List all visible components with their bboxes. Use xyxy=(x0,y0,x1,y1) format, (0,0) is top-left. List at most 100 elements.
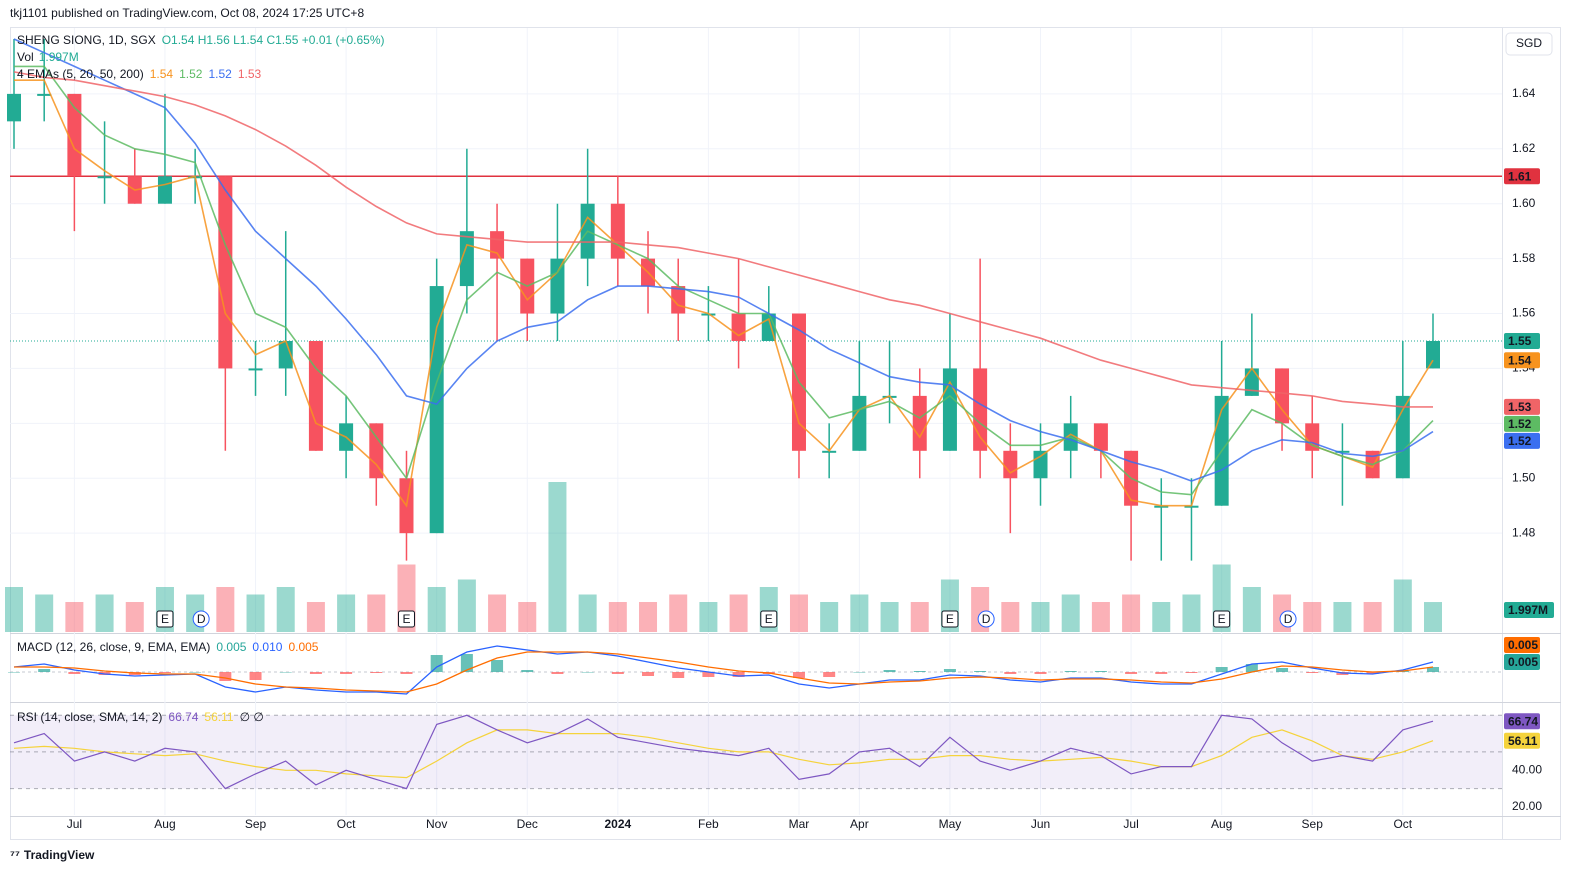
macd-histogram-bar xyxy=(460,654,473,672)
volume-bar xyxy=(427,587,446,632)
macd-histogram-bar xyxy=(883,670,896,672)
price-label-box xyxy=(1504,732,1540,749)
rsi-tick-label: 40.00 xyxy=(1512,762,1542,776)
volume-bar xyxy=(1242,587,1261,632)
candle-body xyxy=(308,340,323,451)
volume-bar xyxy=(910,602,929,632)
macd-value: 0.010 xyxy=(252,640,282,654)
y-tick-label: 1.56 xyxy=(1512,306,1536,320)
dividend-marker xyxy=(1279,610,1297,628)
currency[interactable]: SGD xyxy=(1516,36,1542,50)
dividend-label: D xyxy=(197,612,206,626)
rsi-extra: ∅ ∅ xyxy=(240,710,264,724)
x-tick-label: Jun xyxy=(1031,817,1050,831)
y-tick-label: 1.48 xyxy=(1512,525,1536,539)
price-label-box xyxy=(1504,637,1540,653)
x-tick-label: Mar xyxy=(789,817,810,831)
volume-label: Vol xyxy=(17,50,34,64)
volume-bar xyxy=(488,594,507,632)
volume-bar xyxy=(518,602,537,632)
rsi-sma-line xyxy=(13,729,1434,779)
volume-bar xyxy=(1152,602,1171,632)
y-tick-label: 1.62 xyxy=(1512,141,1536,155)
volume-bar xyxy=(789,594,808,632)
ema-value: 1.52 xyxy=(179,67,203,81)
earnings-label: E xyxy=(765,612,773,626)
footer-brand: TradingView xyxy=(24,848,95,862)
macd-hist-value: 0.005 xyxy=(216,640,246,654)
candle-body xyxy=(1093,423,1108,451)
volume-bar xyxy=(669,594,688,632)
macd-histogram-bar xyxy=(1094,671,1107,672)
volume-bar xyxy=(1182,594,1201,632)
macd-histogram-bar xyxy=(792,672,805,678)
published-note: tkj1101 published on TradingView.com, Oc… xyxy=(10,6,364,20)
y-tick-label: 1.60 xyxy=(1512,196,1536,210)
candle-body xyxy=(731,313,746,341)
macd-histogram-bar xyxy=(370,672,383,673)
earnings-marker xyxy=(760,610,778,628)
candle-body xyxy=(67,93,82,177)
volume-bar xyxy=(35,594,54,632)
macd-histogram-bar xyxy=(430,655,443,672)
candle-body xyxy=(1426,340,1440,369)
x-tick-label: Jul xyxy=(67,817,82,831)
candle-body xyxy=(369,423,384,479)
volume-bar xyxy=(367,594,386,632)
volume-bar xyxy=(1424,602,1442,632)
candle-body xyxy=(459,231,474,287)
volume-bar xyxy=(457,579,476,632)
macd-histogram-bar xyxy=(1125,672,1138,674)
macd-histogram-bar xyxy=(1245,664,1258,672)
earnings-label: E xyxy=(1218,612,1226,626)
macd-histogram-bar xyxy=(1427,667,1439,672)
candle-body xyxy=(97,176,112,179)
x-tick-label: May xyxy=(939,817,962,831)
candle-body xyxy=(701,313,716,316)
x-tick-label: Oct xyxy=(1393,817,1412,831)
macd-signal-line xyxy=(14,651,1434,693)
candle-body xyxy=(429,286,444,534)
macd-histogram-bar xyxy=(551,672,564,674)
macd-histogram-bar xyxy=(189,672,202,673)
macd-histogram-bar xyxy=(642,672,655,676)
x-tick-label: Nov xyxy=(426,817,447,831)
volume-bar xyxy=(125,602,144,632)
candle-body xyxy=(1184,505,1199,508)
plot: Jul Aug Sep Oct Nov Dec 2024 Feb Mar Apr May Jun Jul… xyxy=(5,28,1554,831)
dividend-label: D xyxy=(982,612,991,626)
price-label: 1.997M xyxy=(1508,603,1548,617)
macd-histogram-bar xyxy=(279,672,292,673)
earnings-marker xyxy=(397,610,415,628)
currency-button[interactable] xyxy=(1505,32,1553,56)
x-tick-label: Jul xyxy=(1123,817,1138,831)
candle-body xyxy=(973,368,988,451)
macd-histogram-bar xyxy=(672,672,685,678)
volume-bar xyxy=(276,587,295,632)
footer-logo: ⁷⁷ TradingView xyxy=(10,848,95,862)
legend-volume: Vol 1.997M xyxy=(17,50,79,64)
candle-body xyxy=(1154,505,1169,508)
legend-main: SHENG SIONG, 1D, SGX O1.54 H1.56 L1.54 C1… xyxy=(17,33,385,47)
x-tick-label: Dec xyxy=(517,817,538,831)
volume-bar xyxy=(1122,594,1141,632)
volume-bar xyxy=(578,594,597,632)
candle-body xyxy=(1335,450,1350,453)
price-label-box xyxy=(1504,654,1540,670)
candle-body xyxy=(550,258,565,314)
macd-histogram-bar xyxy=(521,670,534,672)
macd-histogram-bar xyxy=(309,672,322,674)
macd-histogram-bar xyxy=(581,672,594,673)
price-label-box xyxy=(1504,352,1540,369)
volume-bar xyxy=(1031,602,1050,632)
volume-value: 1.997M xyxy=(39,50,79,64)
ema-value: 1.52 xyxy=(208,67,232,81)
price-label: 1.54 xyxy=(1508,353,1532,367)
macd-histogram-bar xyxy=(1366,672,1379,674)
volume-bar xyxy=(608,602,627,632)
candle-body xyxy=(157,176,172,204)
macd-histogram-bar xyxy=(68,672,81,674)
macd-label: MACD (12, 26, close, 9, EMA, EMA) xyxy=(17,640,210,654)
macd-histogram-bar xyxy=(38,669,51,672)
macd-histogram-bar xyxy=(943,669,956,672)
